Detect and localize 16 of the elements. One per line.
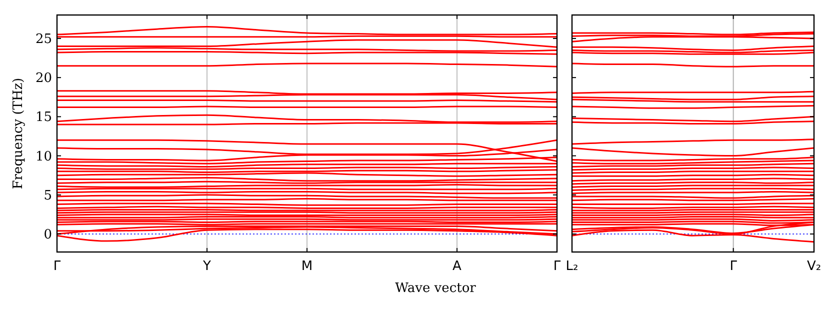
y-axis-title: Frequency (THz) bbox=[11, 78, 26, 190]
y-tick-label: 20 bbox=[35, 71, 52, 86]
x-tick-label: M bbox=[301, 259, 313, 274]
x-tick-label: Γ bbox=[53, 259, 62, 274]
x-tick-label: Y bbox=[202, 259, 212, 274]
x-tick-label: L₂ bbox=[566, 259, 578, 274]
x-tick-label: V₂ bbox=[806, 259, 822, 274]
y-tick-label: 5 bbox=[44, 188, 52, 204]
y-tick-label: 0 bbox=[44, 228, 52, 243]
x-tick-label: Γ bbox=[730, 259, 738, 274]
y-tick-label: 10 bbox=[35, 149, 52, 164]
y-tick-label: 25 bbox=[35, 32, 52, 48]
x-axis-title: Wave vector bbox=[395, 281, 477, 296]
x-tick-label: A bbox=[452, 259, 462, 274]
x-tick-label: Γ bbox=[553, 259, 562, 274]
y-tick-label: 15 bbox=[35, 110, 52, 126]
